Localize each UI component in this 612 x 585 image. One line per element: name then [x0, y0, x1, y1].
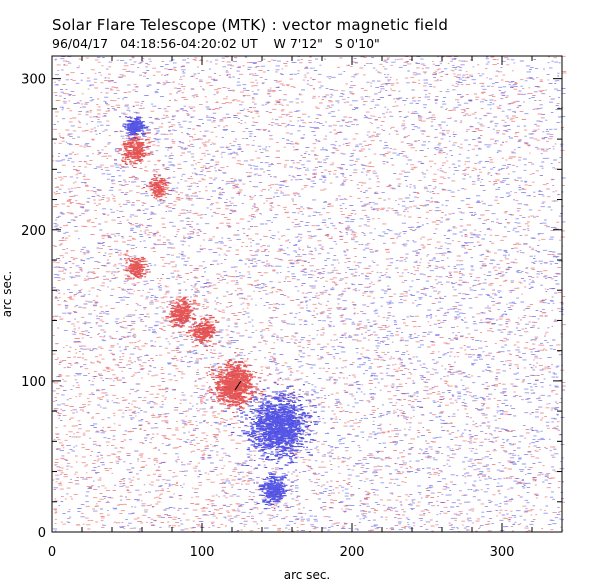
x-tick-label: 300: [490, 545, 515, 560]
y-tick-label: 300: [21, 73, 46, 88]
positive-polarity-region-6: [122, 250, 151, 280]
observation-time-range: 04:18:56-04:20:02 UT: [120, 36, 258, 51]
magnetic-field-map: [52, 55, 567, 533]
y-tick-label: 200: [21, 224, 46, 239]
negative-polarity-region-8: [119, 105, 151, 140]
chart-title: Solar Flare Telescope (MTK) : vector mag…: [52, 16, 449, 34]
x-tick-label: 200: [340, 545, 365, 560]
plot-frame: [51, 55, 563, 533]
negative-noise-texture: [52, 55, 566, 533]
transverse-field-vector: [234, 380, 242, 391]
observation-date: 96/04/17: [52, 36, 109, 51]
positive-polarity-region-5: [186, 314, 221, 351]
y-tick-label: 0: [38, 526, 46, 541]
positive-polarity-region-7: [117, 132, 154, 169]
observation-longitude: W 7'12": [273, 36, 323, 51]
y-tick-label: 100: [21, 375, 46, 390]
observation-latitude: S 0'10": [334, 36, 380, 51]
x-axis-label: arc sec.: [284, 568, 330, 582]
x-tick-label: 100: [190, 545, 215, 560]
chart-subtitle: 96/04/17 04:18:56-04:20:02 UT W 7'12" S …: [52, 36, 380, 51]
y-axis-label: arc sec.: [0, 271, 14, 317]
negative-polarity-region-2: [223, 377, 320, 478]
positive-polarity-region-4: [162, 296, 201, 334]
negative-polarity-region-3: [251, 472, 295, 510]
x-tick-label: 0: [48, 545, 56, 560]
positive-polarity-region-1: [205, 352, 265, 418]
axis-ticks: 0 100 200 300 0 100 200 300: [21, 56, 563, 560]
positive-polarity-region-9: [143, 174, 172, 201]
positive-noise-texture: [52, 55, 567, 533]
